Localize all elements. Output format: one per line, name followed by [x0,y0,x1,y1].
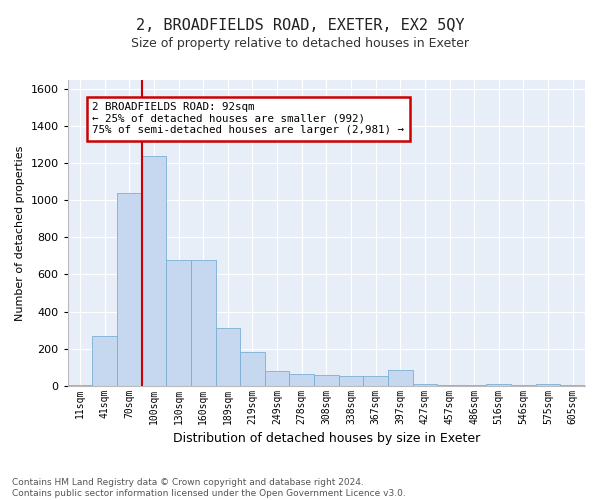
Bar [338,376,364,386]
Text: 2 BROADFIELDS ROAD: 92sqm
← 25% of detached houses are smaller (992)
75% of semi: 2 BROADFIELDS ROAD: 92sqm ← 25% of detac… [92,102,404,136]
Bar [92,336,117,386]
Bar [68,384,92,386]
Bar [166,260,191,386]
Bar [314,376,338,386]
Bar [289,374,314,386]
Bar [142,156,166,386]
Bar [536,384,560,386]
Text: Size of property relative to detached houses in Exeter: Size of property relative to detached ho… [131,38,469,51]
Bar [265,371,289,386]
Text: 2, BROADFIELDS ROAD, EXETER, EX2 5QY: 2, BROADFIELDS ROAD, EXETER, EX2 5QY [136,18,464,32]
Y-axis label: Number of detached properties: Number of detached properties [15,145,25,320]
Bar [487,384,511,386]
Text: Contains HM Land Registry data © Crown copyright and database right 2024.
Contai: Contains HM Land Registry data © Crown c… [12,478,406,498]
Bar [413,384,437,386]
X-axis label: Distribution of detached houses by size in Exeter: Distribution of detached houses by size … [173,432,480,445]
Bar [364,376,388,386]
Bar [191,260,215,386]
Bar [388,370,413,386]
Bar [117,193,142,386]
Bar [215,328,240,386]
Bar [240,352,265,386]
